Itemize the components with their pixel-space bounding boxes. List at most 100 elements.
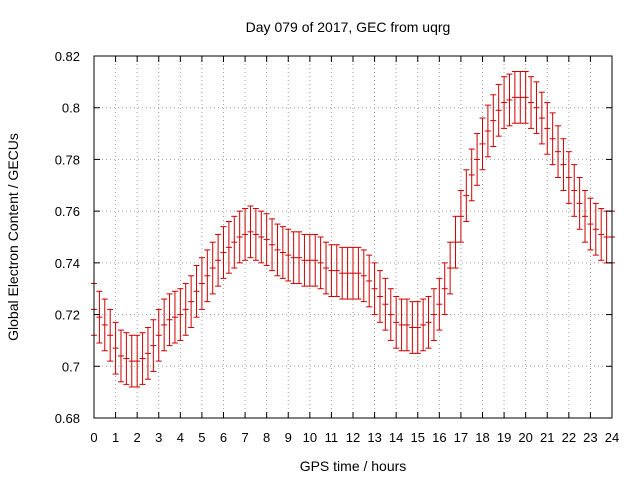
error-bar — [528, 76, 535, 129]
error-bar — [225, 220, 232, 274]
error-bar — [592, 202, 599, 256]
error-bar — [387, 288, 394, 341]
error-bar — [533, 81, 540, 135]
error-bar — [457, 189, 464, 243]
error-bar — [236, 210, 243, 264]
x-tick-label: 4 — [177, 430, 184, 445]
error-bar — [96, 290, 103, 344]
y-tick-label: 0.8 — [62, 101, 80, 116]
error-bar — [231, 215, 238, 269]
error-bar — [301, 233, 308, 287]
error-bar — [447, 241, 454, 295]
error-bar — [188, 275, 195, 328]
x-tick-label: 19 — [497, 430, 511, 445]
error-bar — [274, 223, 281, 277]
error-bar — [193, 264, 200, 318]
x-tick-label: 24 — [605, 430, 619, 445]
y-tick-label: 0.82 — [55, 49, 80, 64]
error-bar — [182, 283, 189, 336]
error-bar — [323, 241, 330, 295]
error-bar — [220, 226, 227, 279]
error-bar — [582, 189, 589, 243]
x-tick-label: 15 — [411, 430, 425, 445]
error-bar — [290, 231, 297, 285]
error-bar — [479, 117, 486, 171]
error-bar — [166, 293, 173, 347]
x-tick-label: 10 — [303, 430, 317, 445]
error-bar — [117, 329, 124, 383]
error-bar — [436, 277, 443, 331]
x-tick-label: 14 — [389, 430, 403, 445]
error-bar — [350, 246, 356, 300]
x-tick-label: 0 — [90, 430, 97, 445]
error-bar — [328, 244, 335, 297]
error-bar — [198, 257, 205, 310]
error-bar — [204, 249, 211, 303]
error-bar — [452, 215, 459, 269]
error-bar — [506, 73, 513, 127]
error-bar — [123, 332, 130, 385]
x-axis-label: GPS time / hours — [300, 458, 407, 474]
error-bar — [144, 327, 151, 380]
x-tick-label: 8 — [263, 430, 270, 445]
error-bar — [317, 236, 324, 290]
y-tick-label: 0.72 — [55, 308, 80, 323]
error-bar — [382, 277, 389, 331]
x-tick-label: 20 — [518, 430, 532, 445]
error-bar — [474, 133, 481, 186]
error-bar — [339, 246, 346, 300]
x-tick-label: 16 — [432, 430, 446, 445]
x-tick-label: 13 — [367, 430, 381, 445]
error-bar — [376, 270, 383, 323]
error-bar — [598, 208, 605, 261]
error-bar — [252, 208, 259, 261]
error-bar — [371, 262, 378, 316]
error-bar — [468, 148, 475, 202]
error-bar — [430, 288, 437, 341]
x-tick-label: 21 — [540, 430, 554, 445]
x-tick-label: 23 — [583, 430, 597, 445]
error-bar — [150, 319, 157, 372]
error-bar — [171, 290, 178, 344]
error-bar — [101, 298, 108, 352]
y-tick-label: 0.78 — [55, 152, 80, 167]
x-tick-label: 5 — [198, 430, 205, 445]
error-bar — [490, 94, 497, 147]
tick-layer: 0 1 2 3 4 5 6 7 8 9 10 11 12 13 14 15 16 17 18 19 20 21 22 23 24… — [55, 49, 620, 445]
y-tick-label: 0.7 — [62, 359, 80, 374]
error-bar — [112, 321, 119, 375]
y-axis-label: Global Electron Content / GECUs — [5, 133, 21, 341]
error-bar — [360, 249, 367, 303]
x-tick-label: 22 — [562, 430, 576, 445]
x-tick-label: 9 — [285, 430, 292, 445]
error-bar — [571, 164, 578, 217]
x-tick-label: 3 — [155, 430, 162, 445]
x-tick-label: 7 — [241, 430, 248, 445]
error-bar — [409, 301, 416, 354]
error-bar — [511, 71, 518, 124]
x-tick-label: 6 — [220, 430, 227, 445]
x-tick-label: 17 — [454, 430, 468, 445]
error-bar — [269, 218, 276, 272]
error-bar — [306, 233, 313, 287]
error-bar — [139, 332, 146, 385]
error-bar — [355, 246, 362, 300]
error-bar — [366, 254, 373, 308]
error-bar — [215, 233, 222, 287]
error-bar — [155, 308, 162, 362]
y-tick-label: 0.74 — [55, 256, 80, 271]
chart-title: Day 079 of 2017, GEC from uqrg — [246, 19, 451, 35]
data-layer — [91, 71, 615, 388]
error-bar — [549, 112, 556, 166]
error-bar — [565, 151, 572, 204]
error-bar — [209, 241, 216, 295]
error-bar — [495, 83, 502, 137]
error-bar — [420, 298, 427, 352]
error-bar — [463, 169, 470, 222]
error-bar — [587, 197, 594, 251]
error-bar — [403, 298, 410, 352]
error-bar — [242, 208, 249, 261]
error-bar — [333, 244, 340, 297]
